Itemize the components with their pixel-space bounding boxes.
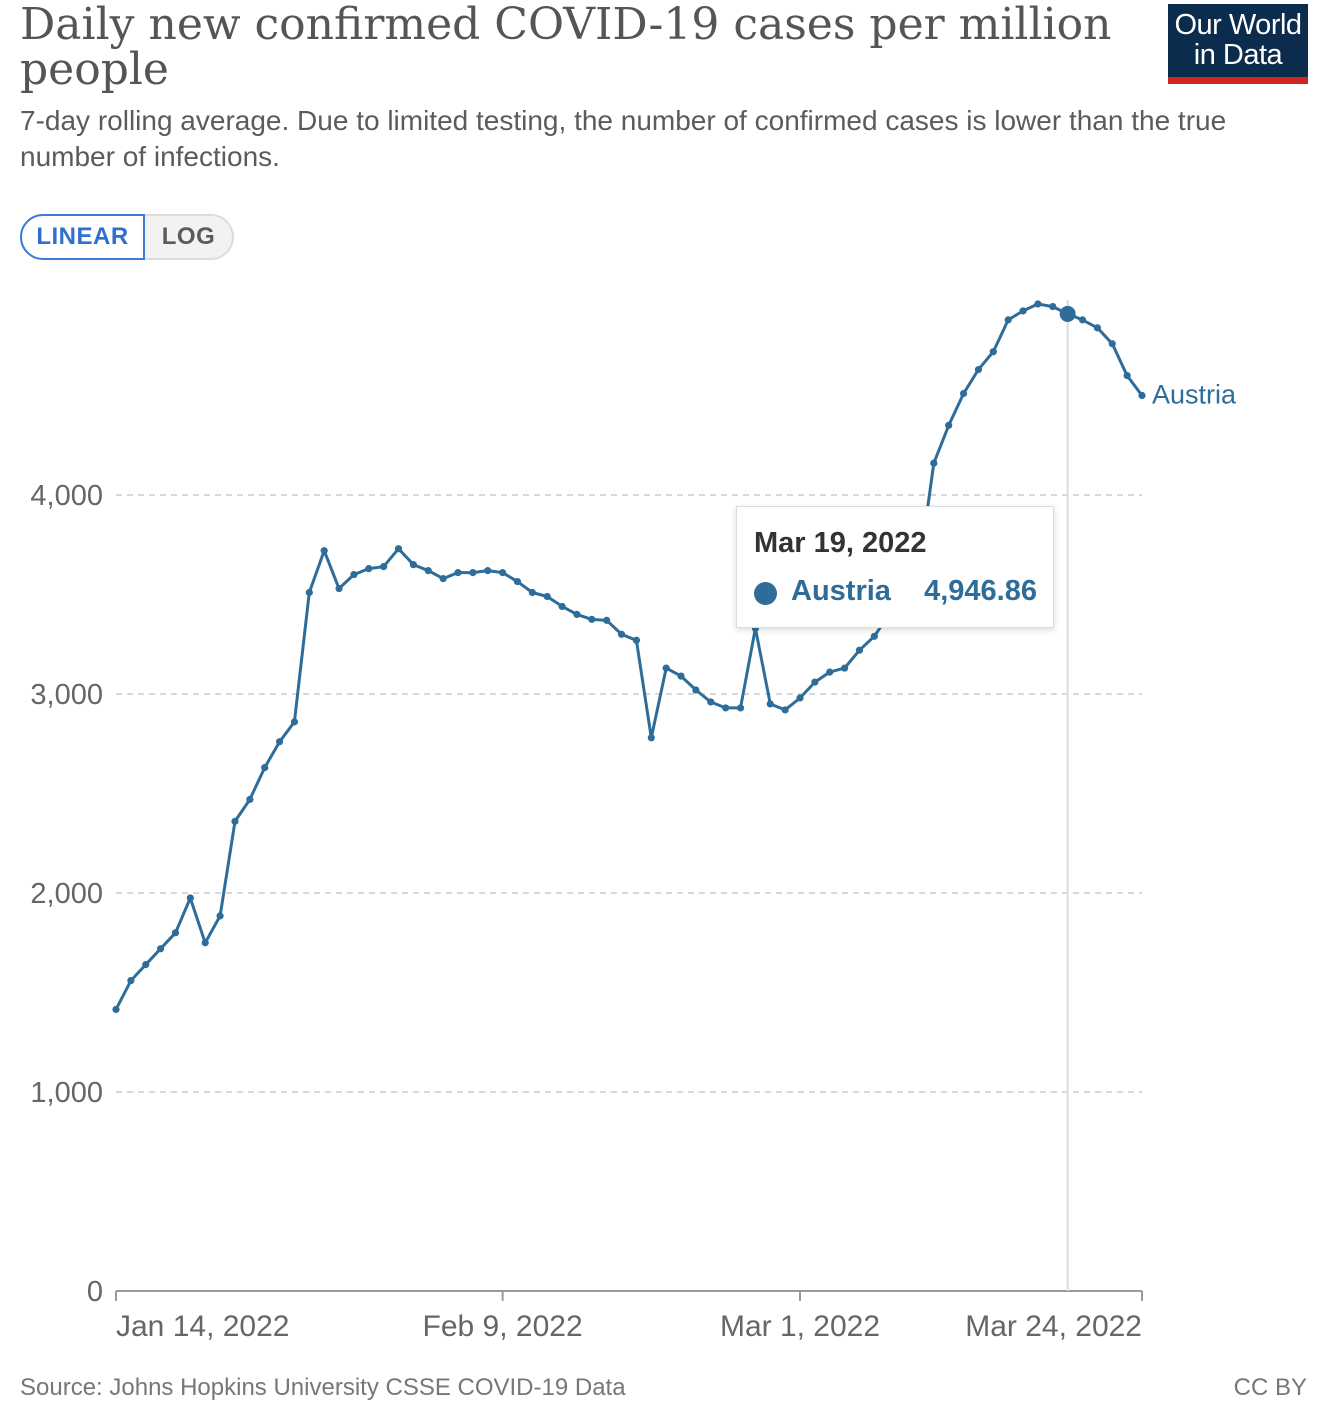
x-tick-label: Feb 9, 2022 bbox=[423, 1310, 583, 1343]
data-point bbox=[870, 632, 878, 640]
data-point bbox=[959, 389, 968, 398]
data-point bbox=[826, 668, 834, 676]
data-point bbox=[499, 569, 507, 577]
data-point bbox=[930, 459, 938, 467]
data-point bbox=[409, 561, 417, 569]
scale-toggle: LINEAR LOG bbox=[20, 214, 234, 260]
hover-tooltip: Mar 19, 2022 Austria 4,946.86 bbox=[736, 506, 1054, 628]
data-point bbox=[588, 615, 596, 623]
data-point bbox=[394, 545, 403, 553]
data-point bbox=[543, 592, 551, 601]
data-point bbox=[603, 616, 611, 624]
logo-line-2: in Data bbox=[1193, 39, 1283, 71]
data-point bbox=[261, 764, 269, 772]
data-point bbox=[231, 817, 239, 825]
data-point bbox=[766, 700, 774, 708]
data-point bbox=[1123, 372, 1131, 380]
series-label-austria: Austria bbox=[1152, 380, 1237, 410]
data-point bbox=[365, 565, 373, 573]
data-point bbox=[424, 567, 432, 575]
chart-subtitle: 7-day rolling average. Due to limited te… bbox=[20, 105, 1227, 172]
data-point bbox=[558, 602, 566, 611]
logo-accent-bar bbox=[1168, 77, 1308, 84]
data-point bbox=[722, 704, 730, 712]
data-point bbox=[290, 718, 299, 726]
tooltip-series-name: Austria bbox=[791, 575, 891, 607]
owid-logo[interactable]: Our World in Data bbox=[1168, 4, 1308, 84]
data-point bbox=[335, 584, 343, 593]
data-point bbox=[781, 706, 789, 714]
data-point bbox=[454, 569, 462, 577]
y-tick-label: 2,000 bbox=[30, 878, 103, 910]
highlighted-point bbox=[1059, 305, 1076, 322]
data-point bbox=[841, 664, 849, 672]
license-link[interactable]: CC BY bbox=[1233, 1374, 1307, 1401]
data-point bbox=[201, 939, 209, 947]
data-point bbox=[469, 569, 477, 577]
data-point bbox=[573, 610, 581, 619]
data-point bbox=[528, 588, 536, 597]
data-point bbox=[186, 894, 194, 902]
data-point bbox=[380, 563, 388, 571]
data-point bbox=[1093, 324, 1101, 332]
tooltip-date: Mar 19, 2022 bbox=[754, 527, 927, 559]
data-point bbox=[662, 664, 670, 672]
data-point bbox=[275, 738, 284, 746]
data-point bbox=[513, 577, 522, 586]
data-point bbox=[945, 421, 953, 429]
y-tick-label: 0 bbox=[87, 1276, 103, 1308]
data-point bbox=[171, 929, 180, 937]
log-scale-button[interactable]: LOG bbox=[145, 214, 234, 260]
data-point bbox=[1138, 391, 1146, 400]
data-point bbox=[142, 961, 150, 969]
linear-scale-button[interactable]: LINEAR bbox=[20, 214, 145, 260]
data-point bbox=[1034, 300, 1042, 308]
data-point bbox=[632, 636, 641, 644]
data-point bbox=[1078, 316, 1087, 324]
data-point bbox=[707, 698, 715, 706]
data-point bbox=[484, 567, 492, 575]
data-point bbox=[647, 734, 655, 742]
data-point bbox=[811, 678, 819, 686]
data-point bbox=[617, 630, 626, 638]
data-point bbox=[350, 571, 358, 579]
data-point bbox=[855, 646, 864, 654]
data-point bbox=[1004, 316, 1012, 324]
data-point bbox=[1019, 307, 1027, 315]
logo-line-1: Our World bbox=[1174, 9, 1302, 41]
tooltip-value: 4,946.86 bbox=[924, 575, 1037, 607]
y-tick-label: 1,000 bbox=[30, 1077, 103, 1109]
data-point bbox=[692, 686, 700, 694]
data-point bbox=[320, 547, 328, 555]
x-tick-label: Mar 1, 2022 bbox=[720, 1310, 880, 1343]
series-line-austria bbox=[114, 302, 1144, 1011]
tooltip-series-dot bbox=[754, 582, 777, 605]
data-point bbox=[157, 945, 165, 953]
source-note[interactable]: Source: Johns Hopkins University CSSE CO… bbox=[20, 1374, 626, 1401]
x-tick-label: Jan 14, 2022 bbox=[116, 1310, 289, 1343]
data-point bbox=[796, 694, 804, 702]
data-point bbox=[677, 672, 685, 680]
data-point bbox=[112, 1005, 120, 1014]
data-point bbox=[439, 574, 447, 583]
data-point bbox=[989, 348, 997, 356]
x-tick-label: Mar 24, 2022 bbox=[965, 1310, 1142, 1343]
data-point bbox=[305, 588, 313, 597]
data-point bbox=[1049, 302, 1057, 311]
y-tick-label: 3,000 bbox=[30, 679, 103, 711]
data-point bbox=[974, 366, 983, 374]
y-tick-label: 4,000 bbox=[30, 480, 103, 512]
data-point bbox=[216, 912, 224, 920]
data-point bbox=[246, 795, 254, 804]
data-point bbox=[1108, 340, 1116, 348]
data-point bbox=[127, 976, 135, 985]
chart-title: Daily new confirmed COVID-19 cases per m… bbox=[20, 0, 1112, 95]
data-point bbox=[736, 704, 745, 712]
